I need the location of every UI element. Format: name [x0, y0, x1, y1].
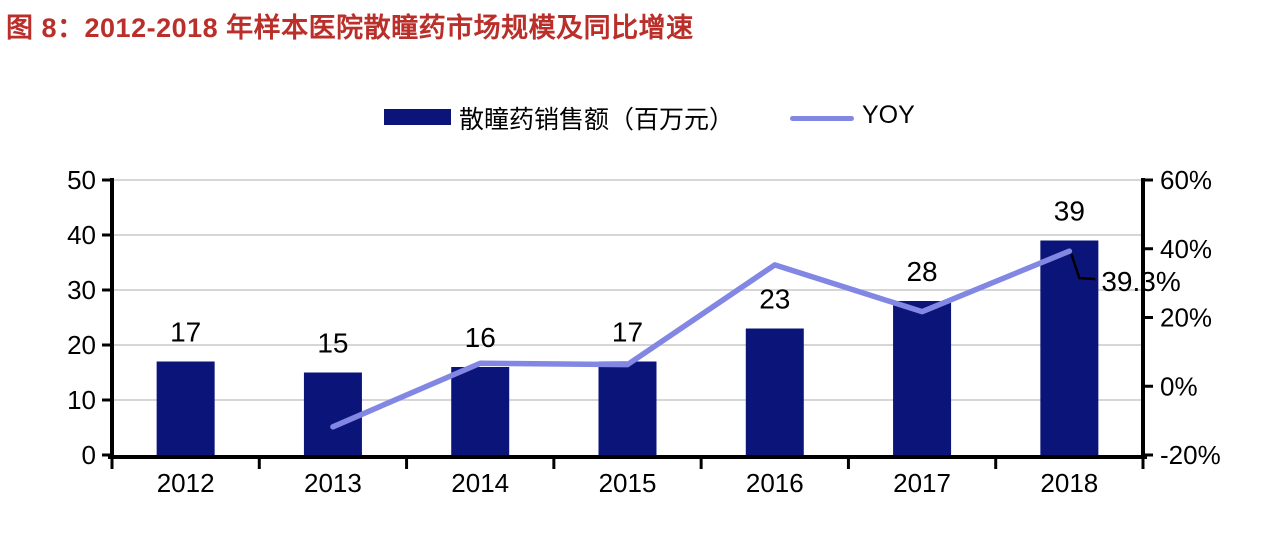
left-axis-tick-label: 10 [67, 385, 96, 415]
left-axis-tick-label: 30 [67, 275, 96, 305]
right-axis-tick-label: 0% [1160, 371, 1198, 401]
bar-value-label: 17 [612, 317, 643, 348]
x-axis-label: 2014 [451, 468, 509, 498]
bar-value-label: 15 [317, 328, 348, 359]
right-axis-tick-label: -20% [1160, 440, 1221, 470]
bar-series-label: 散瞳药销售额（百万元） [459, 105, 735, 134]
bar-2013 [303, 372, 362, 455]
right-axis-tick-label: 40% [1160, 234, 1212, 264]
left-axis-tick-label: 50 [67, 165, 96, 195]
x-axis-label: 2013 [304, 468, 362, 498]
left-axis-tick-label: 40 [67, 220, 96, 250]
bar-series-swatch [384, 109, 451, 125]
bar-2012 [156, 361, 215, 455]
bar-2017 [893, 301, 952, 455]
bar-value-label: 16 [465, 322, 496, 353]
bar-value-label: 39 [1054, 196, 1085, 227]
line-series-label: YOY [862, 101, 915, 129]
right-axis-tick-label: 60% [1160, 165, 1212, 195]
bar-2016 [745, 328, 804, 455]
bar-value-label: 17 [170, 317, 201, 348]
bar-value-label: 28 [906, 256, 937, 287]
x-axis-label: 2018 [1040, 468, 1098, 498]
x-axis-label: 2012 [157, 468, 215, 498]
x-axis-label: 2015 [599, 468, 657, 498]
bar-2018 [1040, 240, 1099, 455]
left-axis-tick-label: 0 [82, 440, 96, 470]
yoy-annotation-leader [1070, 253, 1096, 281]
bar-value-label: 23 [759, 284, 790, 315]
figure-title: 图 8：2012-2018 年样本医院散瞳药市场规模及同比增速 [6, 13, 694, 43]
bar-2015 [598, 361, 657, 455]
yoy-line [330, 248, 1073, 430]
x-axis-label: 2016 [746, 468, 804, 498]
line-series-swatch [790, 116, 854, 121]
left-axis-tick-label: 20 [67, 330, 96, 360]
x-axis-label: 2017 [893, 468, 951, 498]
right-axis-tick-label: 20% [1160, 303, 1212, 333]
bar-2014 [451, 367, 510, 455]
